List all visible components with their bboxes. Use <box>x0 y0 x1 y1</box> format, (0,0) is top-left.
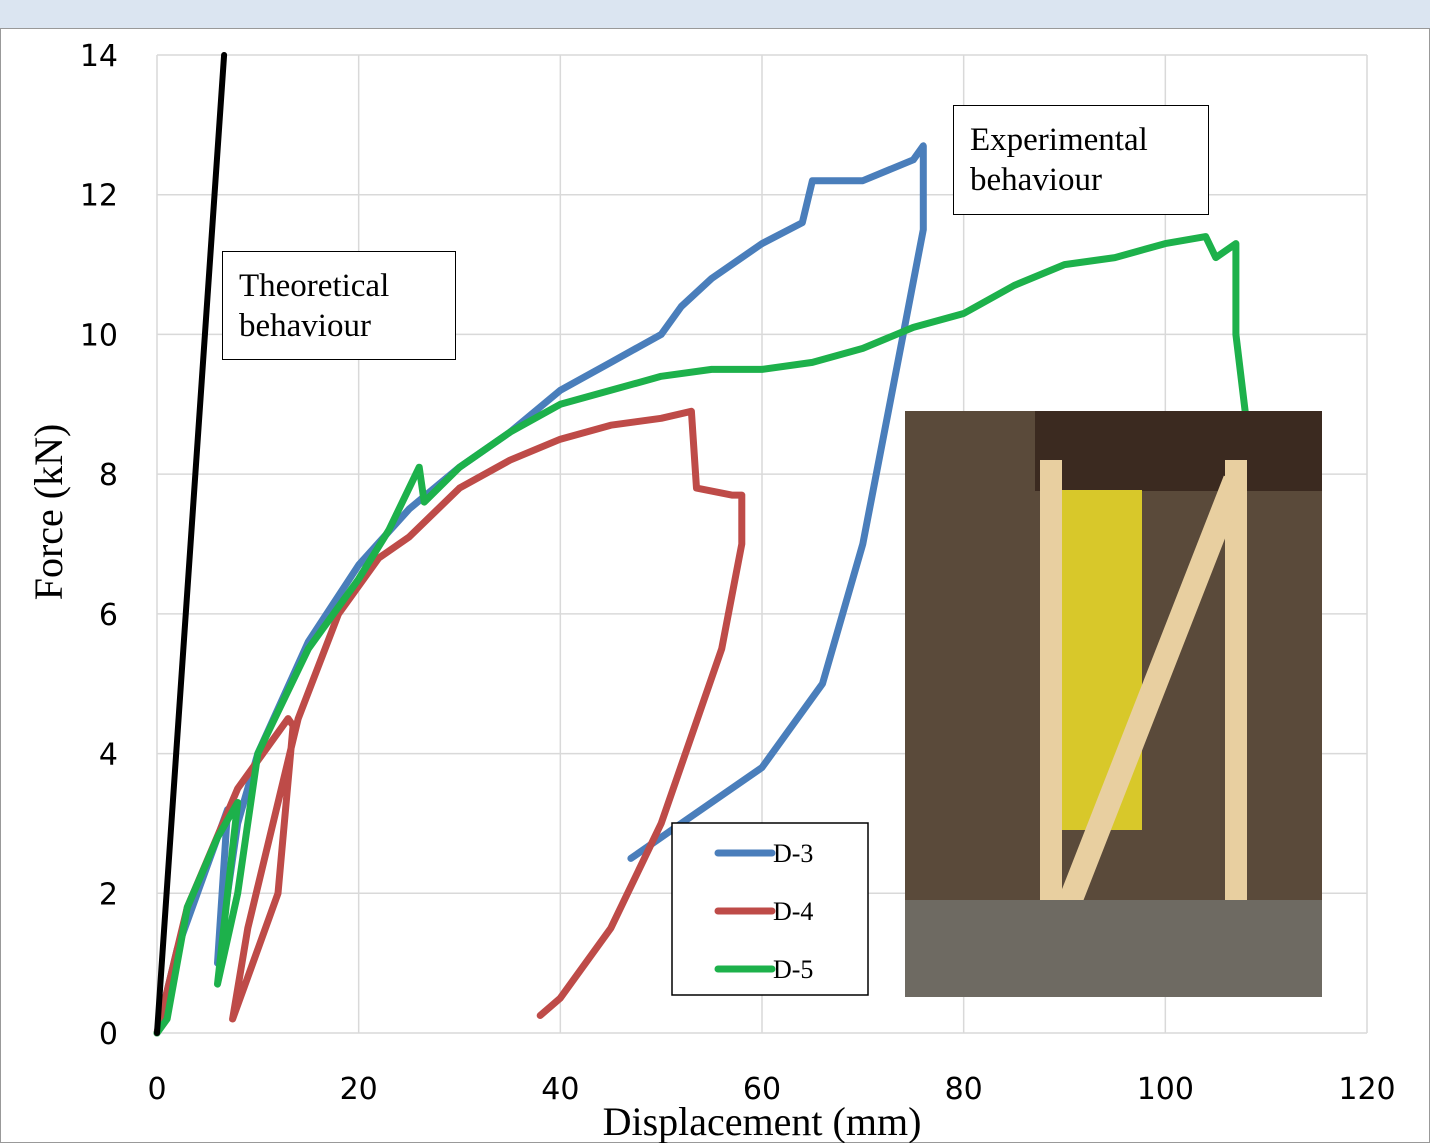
x-tick-label: 20 <box>340 1072 378 1107</box>
y-tick-label: 10 <box>80 318 118 353</box>
y-tick-label: 0 <box>99 1017 118 1052</box>
legend: D-3 D-4 D-5 <box>672 823 868 995</box>
y-axis-title: Force (kN) <box>26 424 71 601</box>
x-tick-label: 40 <box>541 1072 579 1107</box>
photo-post <box>1225 460 1247 940</box>
photo-floor <box>905 900 1322 997</box>
y-tick-label: 12 <box>80 179 118 214</box>
y-tick-label: 14 <box>80 39 118 74</box>
x-tick-label: 60 <box>743 1072 781 1107</box>
photo-post <box>1040 460 1062 960</box>
x-tick-label: 0 <box>147 1072 166 1107</box>
chart: Displacement (mm) Force (kN) 02468101214… <box>0 0 1430 1143</box>
y-tick-label: 6 <box>99 598 118 633</box>
photo-beam <box>1035 411 1322 491</box>
x-tick-label: 120 <box>1338 1072 1395 1107</box>
photo-inset <box>905 411 1322 997</box>
y-tick-label: 4 <box>99 738 118 773</box>
x-tick-label: 80 <box>945 1072 983 1107</box>
legend-label: D-5 <box>773 955 813 984</box>
legend-label: D-3 <box>773 839 813 868</box>
data-line <box>157 411 742 1033</box>
y-tick-label: 8 <box>99 458 118 493</box>
annotation: Experimental behaviour <box>953 105 1209 215</box>
theoretical-line <box>157 55 224 1033</box>
x-tick-label: 100 <box>1137 1072 1194 1107</box>
y-tick-label: 2 <box>99 877 118 912</box>
legend-label: D-4 <box>773 897 813 926</box>
annotation: Theoretical behaviour <box>222 251 456 360</box>
page: {"chart_data": {"type": "line", "x_label… <box>0 0 1430 1143</box>
